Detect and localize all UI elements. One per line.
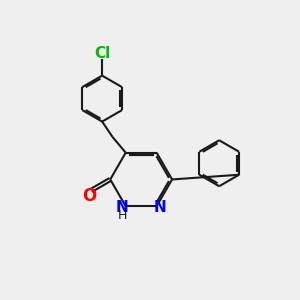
- Text: Cl: Cl: [94, 46, 110, 61]
- Text: H: H: [118, 209, 127, 222]
- Text: O: O: [82, 187, 97, 205]
- Text: N: N: [154, 200, 167, 215]
- Text: N: N: [116, 200, 129, 215]
